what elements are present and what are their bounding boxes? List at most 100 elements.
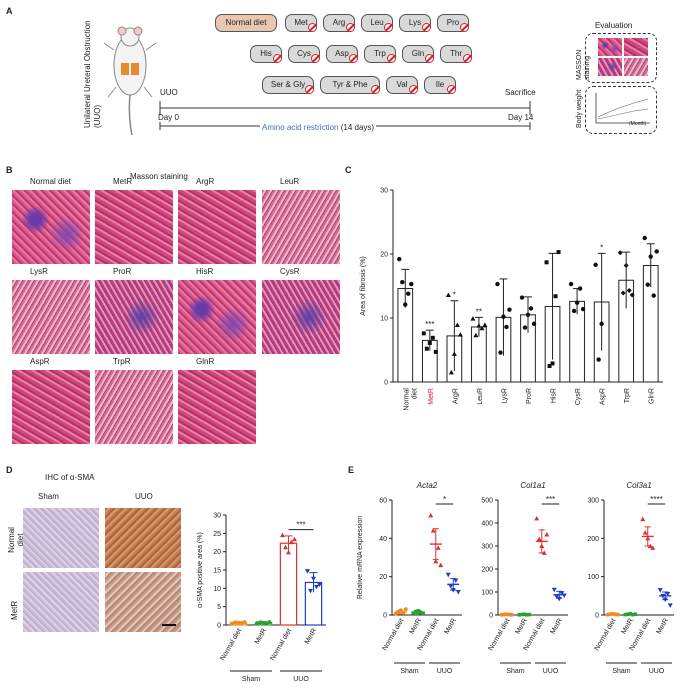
- data-point: [411, 611, 416, 615]
- uuo-label: UUO: [160, 88, 178, 97]
- masson-image: [178, 280, 256, 354]
- scale-bar: [162, 624, 176, 626]
- data-point: [645, 282, 650, 287]
- panel-d-letter: D: [6, 465, 13, 475]
- y-tick-label: 10: [213, 586, 221, 593]
- x-tick-label: MetR: [550, 618, 564, 636]
- x-tick-label: MetR: [304, 628, 318, 646]
- group-label-sham: Sham: [242, 676, 260, 683]
- data-point: [577, 286, 583, 291]
- bodyweight-mini-chart: [595, 93, 650, 124]
- masson-label: LysR: [30, 267, 48, 276]
- y-tick-label: 100: [587, 574, 599, 581]
- data-point: [233, 620, 238, 625]
- x-tick-label: GlnR: [649, 388, 656, 404]
- restriction-icon: [409, 85, 418, 94]
- x-tick-label: MetR: [254, 628, 268, 646]
- data-point: [433, 558, 439, 564]
- y-axis-label: Relative mRNA expression: [357, 516, 364, 599]
- masson-label: ProR: [113, 267, 132, 276]
- restriction-icon: [305, 85, 314, 94]
- data-point: [470, 316, 476, 321]
- bodyweight-eval-box: (Month): [585, 86, 657, 134]
- data-point: [620, 290, 626, 296]
- data-point: [239, 621, 244, 626]
- data-point: [534, 515, 540, 521]
- masson-image: [12, 190, 90, 264]
- data-point: [255, 621, 260, 626]
- data-point: [445, 572, 451, 578]
- data-point: [455, 590, 461, 595]
- y-tick-label: 200: [587, 536, 599, 543]
- data-point: [559, 591, 565, 596]
- restriction-label: Amino acid restriction (14 days): [260, 123, 377, 132]
- restriction-icon: [349, 54, 358, 63]
- data-point: [264, 621, 269, 626]
- eval-image-1: [598, 38, 622, 56]
- masson-label: GlnR: [196, 357, 215, 366]
- x-tick-label: MetR: [409, 618, 423, 636]
- y-tick-label: 10: [380, 316, 388, 323]
- data-point: [650, 545, 656, 550]
- restriction-icon: [384, 23, 393, 32]
- masson-label: HisR: [196, 267, 214, 276]
- restriction-icon: [346, 23, 355, 32]
- masson-label: AspR: [30, 357, 50, 366]
- group-label-uuo: UUO: [543, 668, 559, 675]
- restriction-icon: [447, 85, 456, 94]
- masson-image: [12, 280, 90, 354]
- ihc-col-sham: Sham: [38, 492, 59, 501]
- data-point: [286, 549, 291, 555]
- data-point: [451, 351, 457, 356]
- uuo-vertical-label: Unilateral Ureteral Obstruction (UUO): [83, 20, 102, 128]
- restriction-icon: [425, 54, 434, 63]
- data-point: [580, 306, 586, 312]
- data-point: [409, 281, 414, 287]
- data-point: [445, 292, 451, 297]
- data-point: [544, 532, 550, 537]
- data-point: [596, 357, 601, 362]
- y-tick-label: 0: [595, 613, 599, 620]
- data-point: [236, 620, 241, 625]
- day0-label: Day 0: [158, 113, 179, 122]
- restriction-icon: [463, 54, 472, 63]
- ihc-image-uuo-metr: [105, 572, 181, 632]
- data-point: [657, 588, 663, 593]
- diet-pill-tyr-phe: Tyr & Phe: [320, 76, 380, 94]
- significance-label: *: [453, 291, 456, 300]
- x-tick-label: MetR: [444, 618, 458, 636]
- data-point: [556, 250, 561, 255]
- masson-image: [178, 190, 256, 264]
- y-tick-label: 30: [380, 188, 388, 195]
- restriction-icon: [422, 23, 431, 32]
- masson-image: [262, 190, 340, 264]
- eval-image-4: [624, 58, 648, 76]
- data-point: [242, 620, 247, 625]
- data-point: [230, 621, 235, 626]
- x-tick-label: MetR: [656, 618, 670, 636]
- y-tick-label: 30: [213, 513, 221, 520]
- significance-label: *: [443, 495, 446, 504]
- data-point: [531, 321, 537, 326]
- data-point: [547, 364, 552, 368]
- y-tick-label: 0: [384, 380, 388, 387]
- masson-image: [12, 370, 90, 444]
- x-tick-label: diet: [411, 388, 418, 399]
- day14-label: Day 14: [508, 113, 534, 122]
- data-point: [593, 262, 598, 268]
- y-tick-label: 0: [383, 613, 387, 620]
- y-axis-label: Area of fibrosis (%): [360, 256, 367, 316]
- data-point: [448, 369, 454, 375]
- data-point: [428, 512, 434, 518]
- x-tick-label: MetR: [428, 388, 435, 405]
- data-point: [435, 545, 441, 550]
- x-tick-label: MetR: [515, 618, 529, 636]
- data-point: [406, 291, 411, 296]
- ihc-row-metr: MetR: [10, 600, 19, 620]
- panel-b-letter: B: [6, 165, 13, 175]
- y-tick-label: 20: [213, 549, 221, 556]
- data-point: [482, 322, 488, 328]
- significance-label: ****: [650, 495, 662, 504]
